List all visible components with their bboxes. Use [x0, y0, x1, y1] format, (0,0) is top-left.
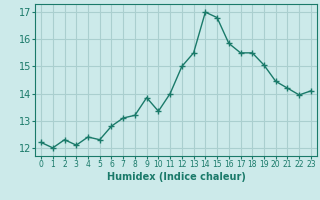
- X-axis label: Humidex (Indice chaleur): Humidex (Indice chaleur): [107, 172, 245, 182]
